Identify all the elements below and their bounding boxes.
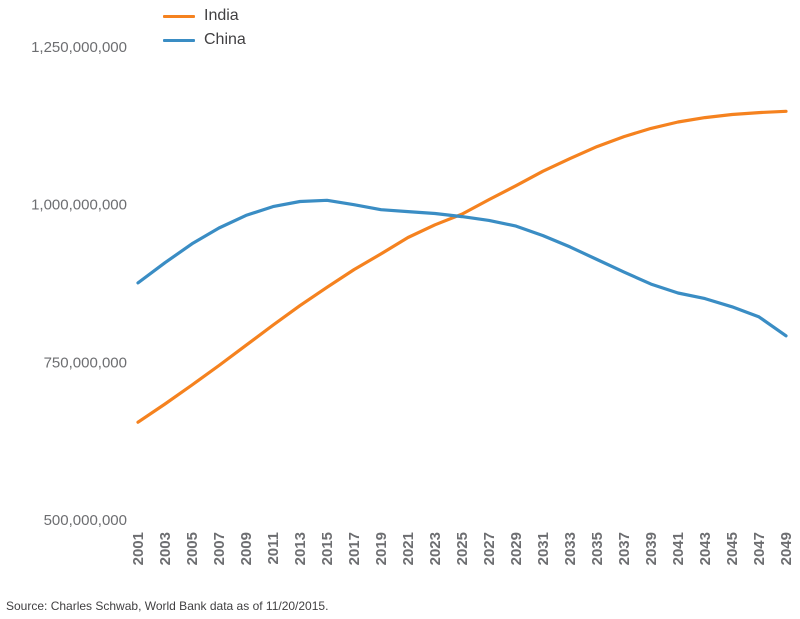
x-axis-tick-label: 2035 — [589, 532, 606, 565]
x-axis-tick-label: 2037 — [616, 532, 633, 565]
x-axis-tick-label: 2015 — [319, 532, 336, 565]
x-axis-tick-label: 2045 — [724, 532, 741, 565]
india-line — [136, 109, 788, 424]
x-axis-tick-label: 2005 — [184, 532, 201, 565]
y-axis-tick-label: 1,250,000,000 — [31, 39, 127, 56]
x-axis-tick-label: 2009 — [238, 532, 255, 565]
legend-label-china: China — [204, 31, 246, 48]
x-axis-tick-label: 2043 — [697, 532, 714, 565]
x-axis-tick-label: 2007 — [211, 532, 228, 565]
china-line — [136, 198, 788, 338]
population-line-chart: 500,000,000 750,000,000 1,000,000,000 1,250… — [31, 39, 795, 565]
x-axis-tick-label: 2027 — [481, 532, 498, 565]
china-line-swatch — [163, 38, 195, 42]
chart-legend: India China — [163, 6, 246, 50]
x-axis-tick-label: 2013 — [292, 532, 309, 565]
source-note: Source: Charles Schwab, World Bank data … — [6, 599, 329, 613]
x-axis-tick-label: 2021 — [400, 532, 417, 565]
x-axis-tick-label: 2001 — [130, 532, 147, 565]
x-axis-tick-label: 2023 — [427, 532, 444, 565]
x-axis-tick-label: 2041 — [670, 532, 687, 565]
india-line-swatch — [163, 14, 195, 18]
y-axis-tick-label: 1,000,000,000 — [31, 197, 127, 214]
legend-item-india: India — [163, 6, 246, 26]
x-axis-tick-label: 2019 — [373, 532, 390, 565]
x-axis-tick-label: 2025 — [454, 532, 471, 565]
y-axis-tick-label: 750,000,000 — [44, 354, 127, 371]
x-axis-tick-label: 2011 — [265, 532, 282, 565]
x-axis-tick-label: 2033 — [562, 532, 579, 565]
x-axis-tick-label: 2017 — [346, 532, 363, 565]
y-axis-tick-label: 500,000,000 — [44, 512, 127, 529]
legend-item-china: China — [163, 30, 246, 50]
x-axis-tick-label: 2049 — [778, 532, 795, 565]
x-axis-tick-label: 2029 — [508, 532, 525, 565]
legend-label-india: India — [204, 7, 239, 24]
x-axis-tick-label: 2003 — [157, 532, 174, 565]
x-axis-tick-label: 2047 — [751, 532, 768, 565]
x-axis-tick-label: 2039 — [643, 532, 660, 565]
x-axis-tick-label: 2031 — [535, 532, 552, 565]
